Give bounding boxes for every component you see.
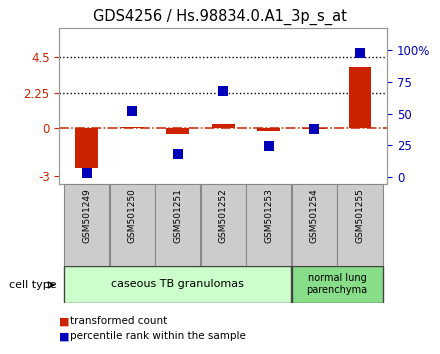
- Bar: [292, 184, 337, 266]
- Bar: [292, 266, 382, 303]
- Point: [220, 88, 227, 94]
- Text: GDS4256 / Hs.98834.0.A1_3p_s_at: GDS4256 / Hs.98834.0.A1_3p_s_at: [93, 9, 347, 25]
- Text: GSM501255: GSM501255: [356, 188, 364, 243]
- Bar: [64, 266, 291, 303]
- Text: percentile rank within the sample: percentile rank within the sample: [70, 331, 246, 341]
- Text: transformed count: transformed count: [70, 316, 167, 326]
- Bar: [75, 129, 98, 168]
- Text: caseous TB granulomas: caseous TB granulomas: [111, 279, 244, 289]
- Text: GSM501250: GSM501250: [128, 188, 137, 243]
- Bar: [246, 184, 291, 266]
- Point: [129, 108, 136, 114]
- Text: GSM501254: GSM501254: [310, 188, 319, 243]
- Bar: [155, 184, 200, 266]
- Bar: [212, 124, 235, 129]
- Bar: [257, 129, 280, 131]
- Bar: [201, 184, 246, 266]
- Bar: [121, 126, 143, 129]
- Point: [356, 50, 363, 56]
- Text: normal lung
parenchyma: normal lung parenchyma: [307, 273, 368, 295]
- Text: GSM501251: GSM501251: [173, 188, 182, 243]
- Text: ■: ■: [59, 331, 70, 341]
- Text: GSM501253: GSM501253: [264, 188, 273, 243]
- Text: cell type: cell type: [9, 280, 56, 290]
- Text: GSM501249: GSM501249: [82, 188, 91, 243]
- Point: [83, 170, 90, 176]
- Point: [311, 126, 318, 131]
- Text: GSM501252: GSM501252: [219, 188, 228, 243]
- Point: [265, 143, 272, 149]
- Bar: [110, 184, 155, 266]
- Bar: [166, 129, 189, 134]
- Bar: [64, 184, 110, 266]
- Text: ■: ■: [59, 316, 70, 326]
- Bar: [348, 67, 371, 129]
- Bar: [337, 184, 382, 266]
- Point: [174, 151, 181, 157]
